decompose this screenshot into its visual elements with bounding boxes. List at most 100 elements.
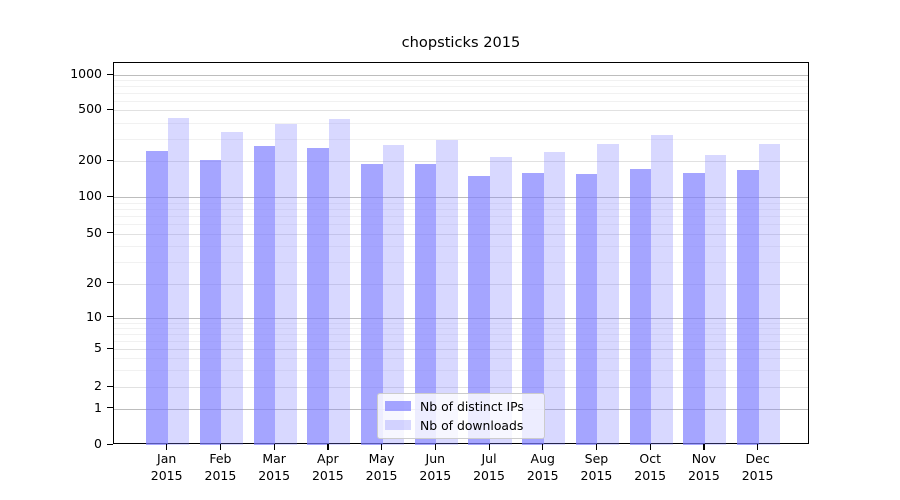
gridline-major (114, 197, 808, 198)
x-axis-tick-line: 2015 (311, 468, 344, 483)
y-axis-tick-label: 200 (78, 152, 102, 167)
y-axis-tick-label: 2 (94, 378, 102, 393)
x-axis-tick-line: Nov (691, 451, 717, 466)
y-tick-mark (107, 159, 113, 161)
y-axis-tick-label: 500 (78, 101, 102, 117)
x-tick-mark (219, 444, 222, 450)
x-axis-tick-line: 2015 (365, 468, 398, 483)
x-axis-tick-label: Sep 2015 (564, 450, 628, 484)
gridline (114, 161, 808, 162)
bar-downloads (651, 135, 673, 445)
x-axis-tick-line: Mar (262, 451, 286, 466)
bar-distinct-ips (575, 174, 598, 445)
gridline-minor (114, 122, 808, 124)
x-axis-tick-line: May (368, 451, 395, 466)
gridline-minor (114, 215, 808, 217)
y-tick-mark (107, 73, 113, 75)
x-axis-tick-line: Jan (157, 451, 177, 466)
y-axis-tick-label: 5 (94, 340, 102, 356)
x-axis-tick-line: Dec (745, 451, 770, 466)
legend-label: Nb of downloads (420, 417, 524, 433)
bar-distinct-ips (737, 170, 759, 445)
x-tick-mark (434, 444, 436, 450)
y-tick-mark (107, 232, 113, 234)
bar-distinct-ips (522, 172, 544, 445)
x-axis-tick-label: Nov 2015 (672, 450, 736, 484)
legend: Nb of distinct IPs Nb of downloads (377, 393, 545, 439)
y-tick-mark (107, 108, 113, 110)
bar-downloads (704, 154, 727, 445)
x-axis-tick-line: 2015 (634, 468, 667, 483)
gridline-major (114, 75, 808, 76)
x-axis-tick-line: 2015 (473, 468, 505, 483)
bar-downloads (543, 152, 566, 445)
bar-distinct-ips (468, 175, 490, 445)
y-tick-mark (107, 347, 113, 349)
bar-distinct-ips (253, 145, 276, 445)
y-axis-tick-label: 1000 (70, 66, 102, 81)
y-axis-tick-label: 20 (86, 274, 102, 290)
x-axis-tick-line: 2015 (687, 468, 720, 483)
gridline-minor (114, 358, 808, 360)
x-axis-tick-line: Feb (209, 451, 232, 466)
gridline-minor (114, 245, 808, 247)
x-axis-tick-line: 2015 (741, 468, 774, 483)
x-axis-tick-line: Sep (584, 451, 609, 466)
gridline-minor (114, 333, 808, 335)
bar-distinct-ips (683, 172, 705, 445)
gridline-minor (114, 202, 808, 204)
gridline (114, 387, 808, 388)
x-axis-tick-label: Jun 2015 (403, 450, 467, 484)
x-tick-mark (488, 444, 490, 450)
y-tick-mark (107, 407, 113, 409)
x-tick-mark (703, 444, 705, 450)
x-tick-mark (327, 444, 329, 450)
bar-downloads (328, 118, 351, 445)
bar-downloads (490, 156, 512, 445)
x-axis-tick-line: Oct (639, 451, 661, 466)
legend-swatch-distinct-ips (385, 401, 411, 411)
x-axis-tick-label: Dec 2015 (726, 450, 790, 484)
legend-item-distinct-ips: Nb of distinct IPs (385, 398, 535, 414)
x-axis-tick-label: Jan 2015 (135, 450, 199, 484)
legend-item-downloads: Nb of downloads (385, 417, 535, 433)
x-axis-tick-line: 2015 (150, 468, 183, 483)
chart-title: chopsticks 2015 (401, 34, 521, 51)
x-axis-tick-line: Jul (481, 451, 497, 466)
y-axis-tick-label: 1 (94, 399, 102, 415)
x-tick-mark (649, 444, 651, 450)
bar-downloads (758, 144, 781, 445)
bar-downloads (275, 123, 297, 445)
plot-area (113, 62, 809, 445)
bar-distinct-ips (199, 160, 222, 445)
gridline-minor (114, 86, 808, 88)
gridline (114, 110, 808, 112)
gridline-minor (114, 101, 808, 102)
x-axis-tick-line: 2015 (258, 468, 291, 483)
gridline-minor (114, 224, 808, 226)
x-axis-tick-line: 2015 (204, 468, 237, 483)
x-axis-tick-label: Mar 2015 (242, 450, 306, 484)
gridline (114, 283, 808, 285)
gridline-minor (114, 80, 808, 82)
legend-swatch-downloads (385, 420, 411, 430)
bar-downloads (382, 145, 405, 445)
y-axis-tick-label: 100 (78, 188, 102, 203)
legend-label: Nb of distinct IPs (420, 398, 524, 414)
gridline (114, 233, 808, 235)
gridline-minor (114, 208, 808, 210)
x-tick-mark (595, 444, 598, 450)
x-axis-tick-label: Apr 2015 (296, 450, 360, 484)
bar-distinct-ips (360, 164, 383, 445)
x-axis-tick-label: Feb 2015 (188, 450, 252, 484)
x-axis-tick-line: 2015 (580, 468, 613, 483)
x-axis-tick-line: 2015 (526, 468, 559, 483)
gridline-minor (114, 322, 808, 324)
y-axis-tick-label: 10 (86, 308, 102, 324)
bar-downloads (436, 140, 458, 445)
x-axis-tick-line: Jun (425, 451, 446, 466)
gridline-minor (114, 327, 808, 329)
gridline-major (114, 317, 808, 319)
x-tick-mark (166, 444, 168, 450)
y-tick-mark (107, 195, 113, 197)
